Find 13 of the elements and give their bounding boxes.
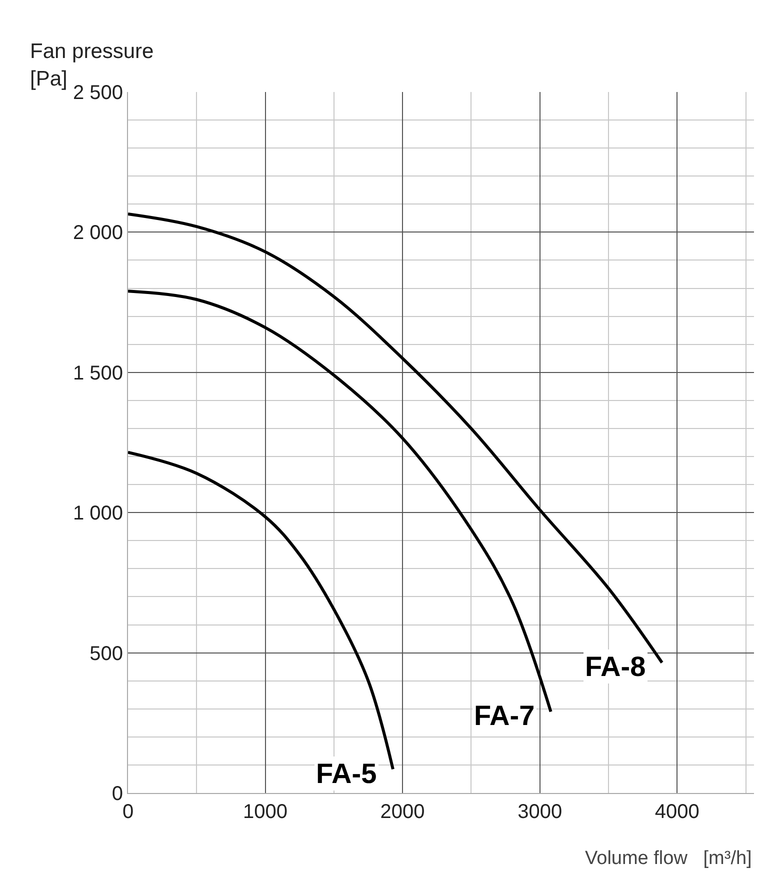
y-tick-label: 1 500 — [72, 362, 123, 384]
x-tick-label: 2000 — [380, 801, 425, 823]
y-tick-label: 2 000 — [72, 222, 123, 244]
x-tick-label: 4000 — [654, 801, 700, 823]
y-tick-label: 1 000 — [72, 502, 123, 525]
y-tick-label: 500 — [90, 642, 123, 665]
x-tick-label: 3000 — [518, 801, 562, 823]
series-label: FA-8 — [585, 651, 646, 682]
x-tick-label: 1000 — [243, 801, 288, 823]
series-label: FA-7 — [474, 700, 535, 731]
y-tick-label: 0 — [112, 783, 123, 805]
x-axis-title: Volume flow [m³/h] — [585, 848, 752, 869]
series-label: FA-5 — [316, 758, 377, 789]
